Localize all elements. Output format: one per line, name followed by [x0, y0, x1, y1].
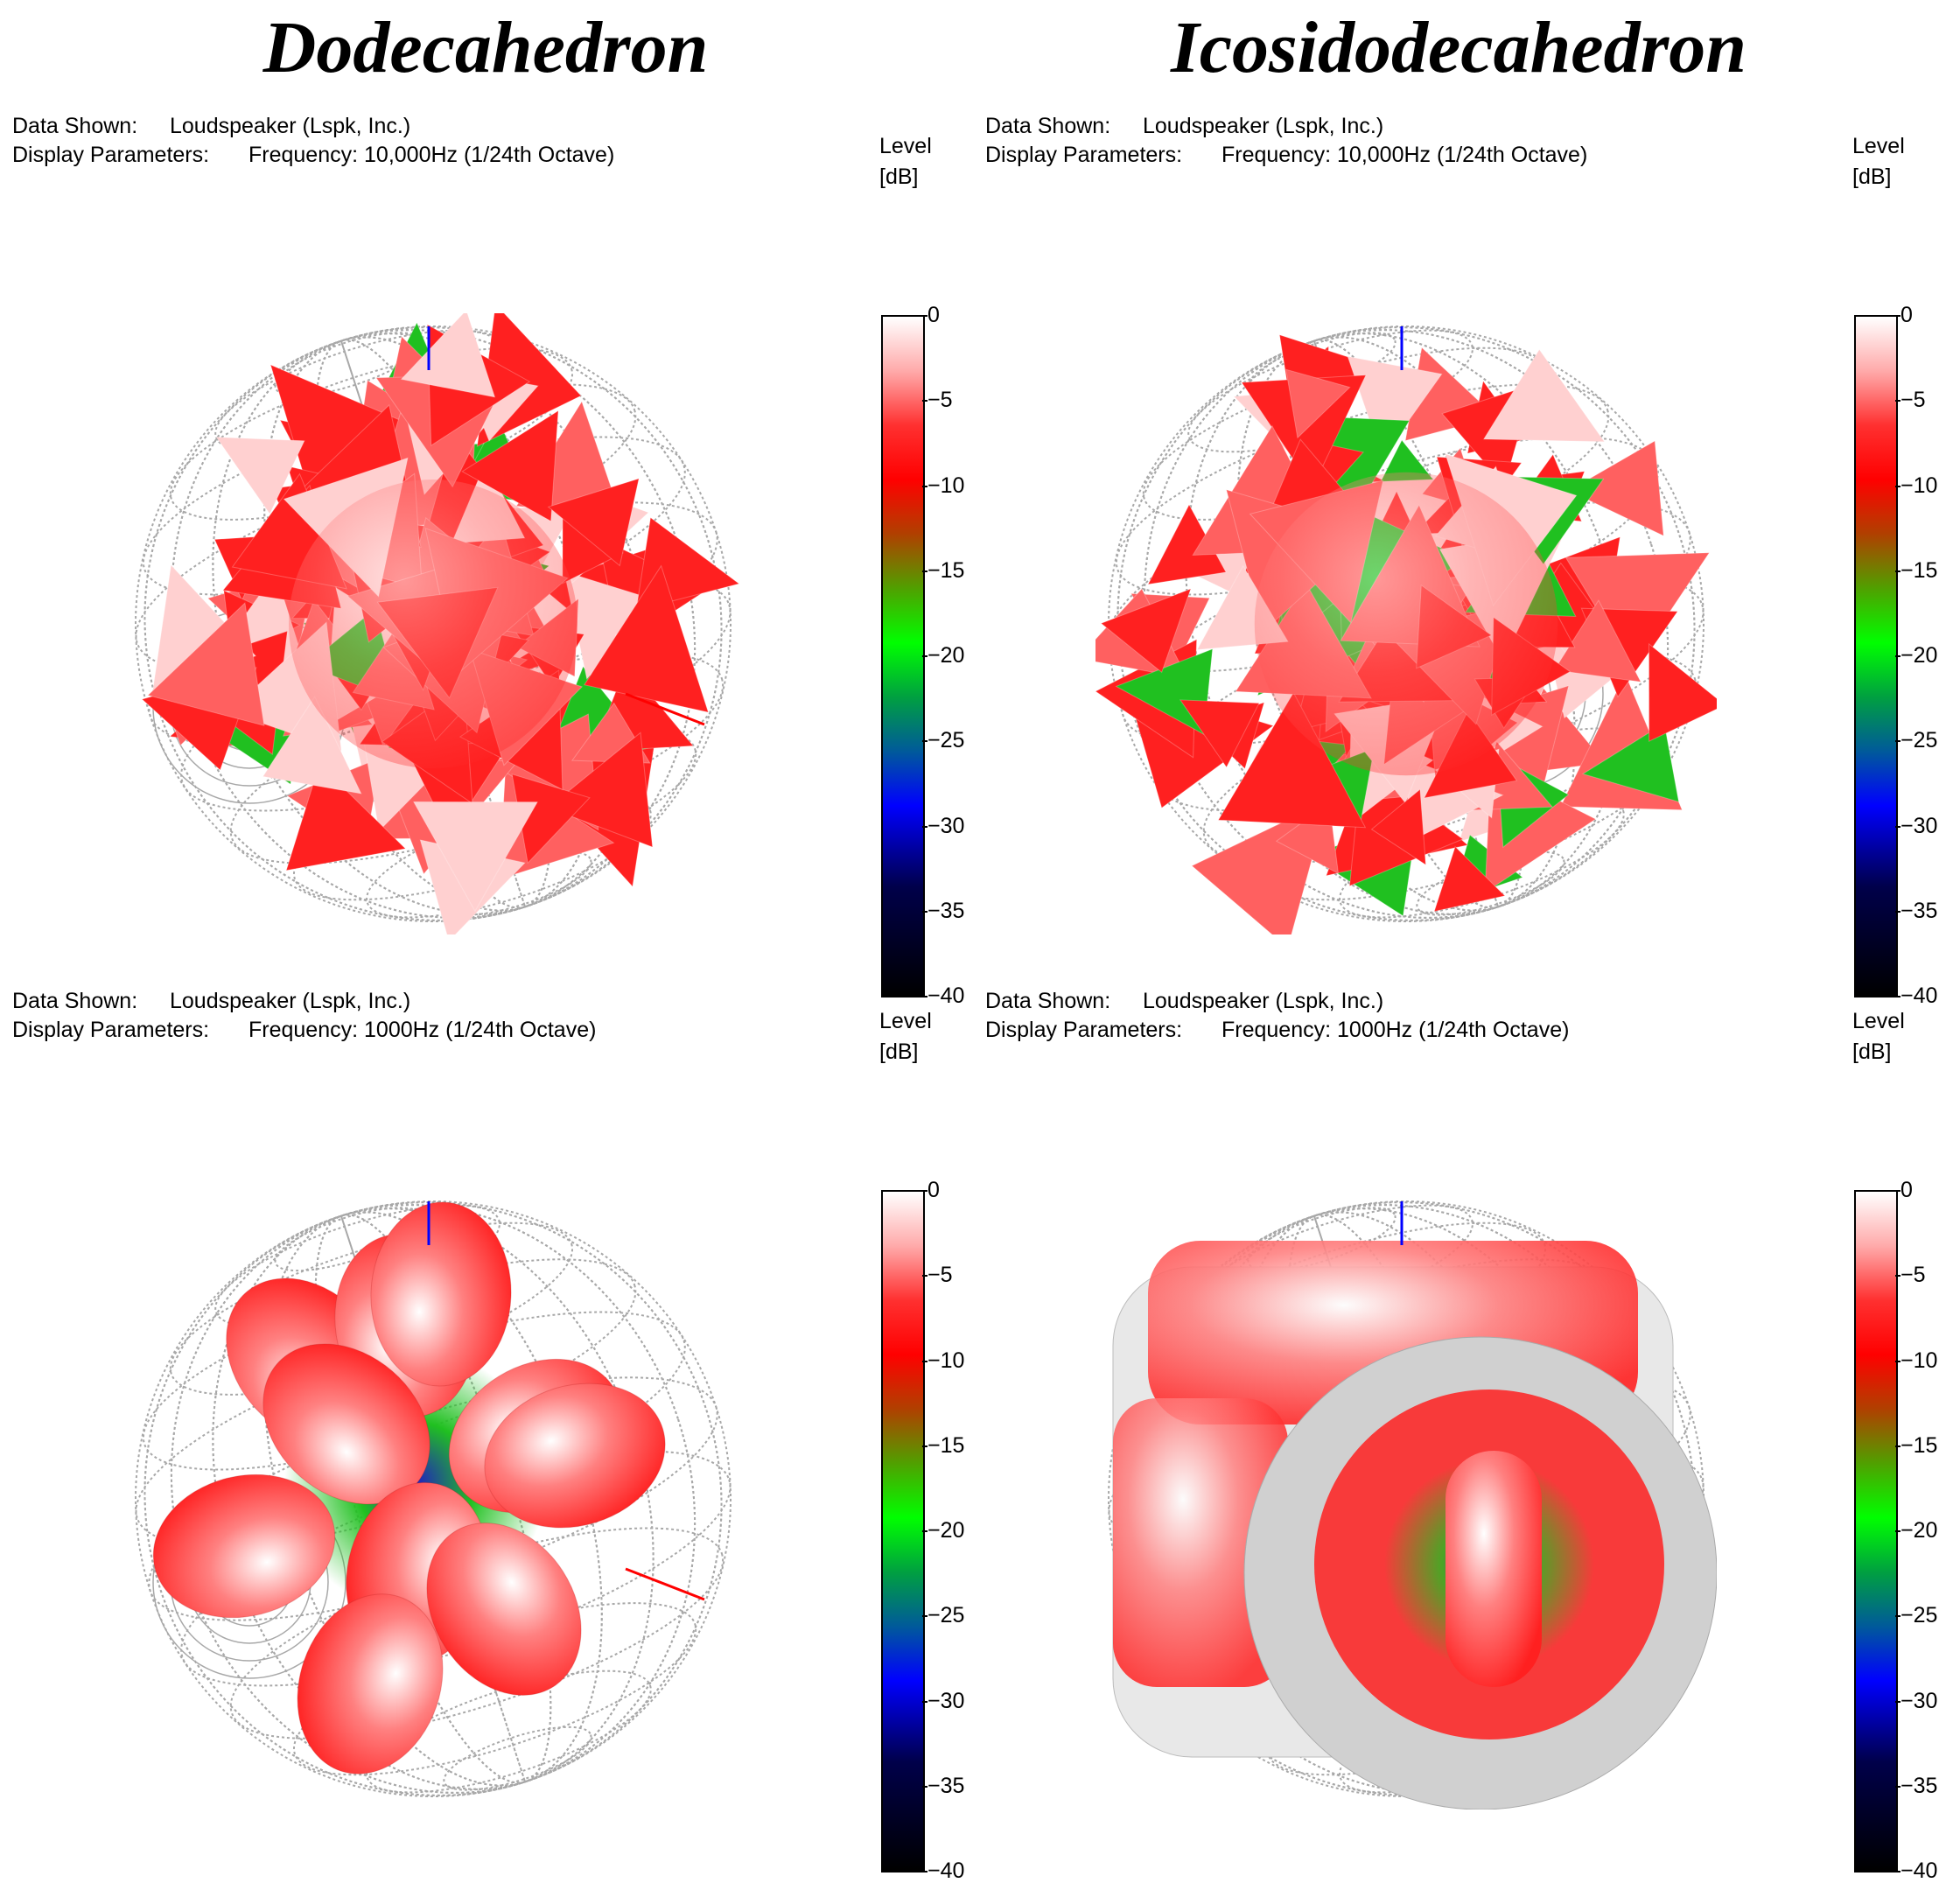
colorbar-tick: −25 — [921, 1603, 965, 1628]
colorbar-tick: −35 — [921, 1773, 965, 1798]
data-shown-value: Loudspeaker (Lspk, Inc.) — [170, 989, 411, 1013]
radiation-balloon — [1112, 1241, 1717, 1810]
colorbar-unit: [dB] — [1852, 1040, 1892, 1064]
colorbar-tick: −40 — [1894, 984, 1938, 1008]
colorbar-tick: −20 — [921, 1518, 965, 1543]
display-parameters-line: Display Parameters: Frequency: 1000Hz (1/… — [12, 1016, 596, 1045]
radiation-balloon — [141, 313, 740, 934]
colorbar-tick: −15 — [921, 557, 965, 583]
colorbar-tick: −25 — [1894, 728, 1938, 753]
data-shown-value: Loudspeaker (Lspk, Inc.) — [1143, 989, 1384, 1013]
display-parameters-line: Display Parameters: Frequency: 10,000Hz (… — [12, 141, 614, 170]
title-dodecahedron: Dodecahedron — [262, 7, 709, 88]
balloon-plot — [135, 1200, 732, 1797]
panel-info: Data Shown: Loudspeaker (Lspk, Inc.) Displ… — [985, 112, 1587, 170]
data-shown-label: Data Shown: — [12, 989, 138, 1013]
data-shown-line: Data Shown: Loudspeaker (Lspk, Inc.) — [12, 987, 596, 1016]
colorbar — [881, 1190, 925, 1872]
display-parameters-value: Frequency: 1000Hz (1/24th Octave) — [248, 1018, 597, 1042]
colorbar-tick: 0 — [1895, 303, 1913, 327]
colorbar-tick: −20 — [1894, 1518, 1938, 1543]
colorbar — [1854, 1190, 1898, 1872]
data-shown-line: Data Shown: Loudspeaker (Lspk, Inc.) — [985, 987, 1569, 1016]
colorbar-tick: −30 — [921, 1688, 965, 1713]
data-shown-line: Data Shown: Loudspeaker (Lspk, Inc.) — [12, 112, 614, 141]
display-parameters-value: Frequency: 10,000Hz (1/24th Octave) — [248, 143, 615, 167]
colorbar-label: Level — [879, 134, 932, 158]
colorbar-unit: [dB] — [879, 164, 919, 189]
data-shown-value: Loudspeaker (Lspk, Inc.) — [1143, 114, 1384, 138]
balloon-plot — [1108, 1200, 1717, 1810]
balloon-plot — [1096, 326, 1717, 934]
colorbar — [1854, 315, 1898, 998]
display-parameters-label: Display Parameters: — [12, 1018, 210, 1042]
title-icosidodecahedron: Icosidodecahedron — [1171, 7, 1746, 88]
colorbar — [881, 315, 925, 998]
colorbar-tick: −15 — [1894, 1432, 1938, 1458]
colorbar-tick: −35 — [1894, 898, 1938, 923]
colorbar-tick: −25 — [1894, 1603, 1938, 1628]
radiation-balloon — [152, 1201, 666, 1774]
data-shown-label: Data Shown: — [985, 114, 1111, 138]
data-shown-label: Data Shown: — [985, 989, 1111, 1013]
colorbar-tick: −5 — [1895, 1263, 1926, 1288]
colorbar-label: Level — [879, 1009, 932, 1033]
panel-icosidodecahedron-1khz: Data Shown: Loudspeaker (Lspk, Inc.) Displ… — [973, 987, 1944, 1882]
panel-dodecahedron-1khz: Data Shown: Loudspeaker (Lspk, Inc.) Displ… — [0, 987, 971, 1882]
colorbar-tick: −30 — [1894, 813, 1938, 838]
panel-info: Data Shown: Loudspeaker (Lspk, Inc.) Displ… — [985, 987, 1569, 1045]
radiation-balloon — [1096, 334, 1717, 934]
colorbar-unit: [dB] — [879, 1040, 919, 1064]
colorbar-tick: −40 — [921, 984, 965, 1008]
data-shown-value: Loudspeaker (Lspk, Inc.) — [170, 114, 411, 138]
colorbar-tick: −5 — [922, 388, 953, 413]
colorbar-tick: 0 — [922, 1178, 940, 1202]
colorbar-tick: −5 — [1895, 388, 1926, 413]
panel-info: Data Shown: Loudspeaker (Lspk, Inc.) Displ… — [12, 112, 614, 170]
colorbar-tick: −10 — [921, 472, 965, 498]
colorbar-tick: −40 — [1894, 1858, 1938, 1883]
colorbar-label: Level — [1852, 134, 1905, 158]
panel-dodecahedron-10khz: Data Shown: Loudspeaker (Lspk, Inc.) Displ… — [0, 112, 971, 1007]
colorbar-tick: −15 — [1894, 557, 1938, 583]
balloon-plot — [135, 313, 740, 934]
display-parameters-line: Display Parameters: Frequency: 10,000Hz (… — [985, 141, 1587, 170]
colorbar-tick: −30 — [1894, 1688, 1938, 1713]
colorbar-tick: −5 — [922, 1263, 953, 1288]
colorbar-tick: −35 — [921, 898, 965, 923]
panel-info: Data Shown: Loudspeaker (Lspk, Inc.) Displ… — [12, 987, 596, 1045]
colorbar-tick: −40 — [921, 1858, 965, 1883]
data-shown-line: Data Shown: Loudspeaker (Lspk, Inc.) — [985, 112, 1587, 141]
display-parameters-value: Frequency: 1000Hz (1/24th Octave) — [1222, 1018, 1570, 1042]
colorbar-tick: 0 — [1895, 1178, 1913, 1202]
panel-icosidodecahedron-10khz: Data Shown: Loudspeaker (Lspk, Inc.) Displ… — [973, 112, 1944, 1007]
display-parameters-label: Display Parameters: — [985, 143, 1183, 167]
display-parameters-line: Display Parameters: Frequency: 1000Hz (1/… — [985, 1016, 1569, 1045]
colorbar-tick: −10 — [1894, 472, 1938, 498]
axes — [427, 326, 705, 726]
colorbar-tick: −20 — [921, 643, 965, 668]
colorbar-tick: −20 — [1894, 643, 1938, 668]
display-parameters-label: Display Parameters: — [12, 143, 210, 167]
display-parameters-value: Frequency: 10,000Hz (1/24th Octave) — [1222, 143, 1588, 167]
axes — [427, 1201, 705, 1601]
colorbar-tick: −10 — [921, 1348, 965, 1373]
colorbar-tick: −10 — [1894, 1348, 1938, 1373]
colorbar-tick: −15 — [921, 1432, 965, 1458]
colorbar-tick: −30 — [921, 813, 965, 838]
colorbar-tick: −35 — [1894, 1773, 1938, 1798]
colorbar-tick: −25 — [921, 728, 965, 753]
colorbar-tick: 0 — [922, 303, 940, 327]
display-parameters-label: Display Parameters: — [985, 1018, 1183, 1042]
colorbar-unit: [dB] — [1852, 164, 1892, 189]
colorbar-label: Level — [1852, 1009, 1905, 1033]
data-shown-label: Data Shown: — [12, 114, 138, 138]
